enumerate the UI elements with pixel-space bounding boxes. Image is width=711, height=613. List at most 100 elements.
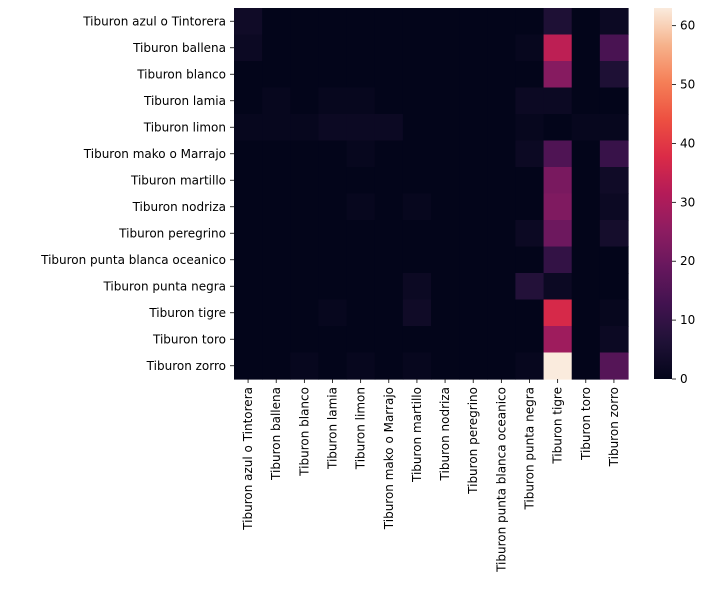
heatmap-cell (234, 114, 263, 142)
heatmap-cell (431, 352, 460, 380)
heatmap-cell (374, 193, 404, 221)
heatmap-cell (543, 246, 573, 274)
heatmap-cell (571, 61, 601, 89)
heatmap-cell (402, 167, 432, 195)
heatmap-cell (599, 352, 629, 380)
heatmap-cell (459, 87, 488, 115)
heatmap-cell (459, 140, 488, 168)
heatmap-cell (374, 246, 404, 274)
heatmap-cell (571, 167, 601, 195)
heatmap-cell (234, 246, 263, 274)
heatmap-cell (234, 193, 263, 221)
heatmap-cell (262, 140, 291, 168)
heatmap-cell (374, 273, 404, 301)
row-label: Tiburon peregrino (118, 226, 226, 240)
colorbar-tick-label: 30 (680, 195, 695, 209)
heatmap-cell (543, 8, 573, 36)
heatmap-cell (262, 34, 291, 62)
heatmap-cell (262, 246, 291, 274)
heatmap-cell (290, 114, 320, 142)
heatmap-cell (487, 193, 517, 221)
heatmap-cell (290, 193, 320, 221)
heatmap-cell (487, 220, 517, 248)
heatmap-cell (290, 246, 320, 274)
heatmap-cell (431, 326, 460, 354)
heatmap-cell (487, 246, 517, 274)
heatmap-cell (571, 352, 601, 380)
heatmap-cell (459, 34, 488, 62)
column-label: Tiburon peregrino (466, 387, 480, 495)
heatmap-cell (402, 114, 432, 142)
heatmap-cell (374, 352, 404, 380)
heatmap-cell (318, 299, 348, 327)
heatmap-cell (234, 61, 263, 89)
heatmap-cell (402, 61, 432, 89)
row-label: Tiburon ballena (132, 41, 226, 55)
heatmap-cell (374, 8, 404, 36)
heatmap-cell (431, 8, 460, 36)
heatmap-cell (346, 299, 376, 327)
heatmap-cell (599, 246, 629, 274)
heatmap-cell (571, 273, 601, 301)
heatmap-cell (346, 114, 376, 142)
heatmap-cell (234, 273, 263, 301)
heatmap-cell (346, 34, 376, 62)
heatmap-cell (346, 87, 376, 115)
heatmap-cell (571, 193, 601, 221)
heatmap-cell (402, 246, 432, 274)
heatmap-cell (402, 140, 432, 168)
heatmap-cell (487, 352, 517, 380)
heatmap-cell (459, 8, 488, 36)
column-label: Tiburon toro (579, 387, 593, 461)
heatmap-cell (571, 220, 601, 248)
row-label: Tiburon azul o Tintorera (82, 14, 226, 28)
heatmap-cell (262, 114, 291, 142)
heatmap-cell (234, 352, 263, 380)
heatmap-cell (346, 246, 376, 274)
heatmap-cell (290, 34, 320, 62)
heatmap-cell (599, 167, 629, 195)
heatmap-cell (487, 114, 517, 142)
heatmap-cell (290, 352, 320, 380)
heatmap-cell (374, 114, 404, 142)
column-label: Tiburon tigre (551, 387, 565, 465)
heatmap-cell (402, 220, 432, 248)
row-label: Tiburon punta blanca oceanico (40, 253, 226, 267)
heatmap-cell (487, 326, 517, 354)
heatmap-cell (431, 246, 460, 274)
heatmap-cell (515, 299, 545, 327)
heatmap-cell (515, 87, 545, 115)
heatmap-cell (431, 167, 460, 195)
heatmap-cell (318, 114, 348, 142)
heatmap-cell (515, 8, 545, 36)
heatmap-cell (571, 140, 601, 168)
heatmap-cell (402, 193, 432, 221)
heatmap-cell (318, 193, 348, 221)
heatmap-cell (599, 87, 629, 115)
colorbar-tick-label: 40 (680, 136, 695, 150)
heatmap-cell (571, 8, 601, 36)
heatmap-cell (515, 352, 545, 380)
heatmap-cell (487, 87, 517, 115)
heatmap-cell (262, 352, 291, 380)
column-label: Tiburon blanco (297, 387, 311, 477)
heatmap-cell (262, 61, 291, 89)
heatmap-cell (346, 352, 376, 380)
heatmap-cell (262, 167, 291, 195)
column-label: Tiburon lamia (326, 387, 340, 470)
colorbar-tick-label: 20 (680, 254, 695, 268)
row-label: Tiburon toro (152, 332, 226, 346)
row-label: Tiburon martillo (130, 173, 226, 187)
column-label: Tiburon nodriza (438, 387, 452, 481)
heatmap-cell (262, 273, 291, 301)
heatmap-cell (402, 87, 432, 115)
heatmap-cell (599, 114, 629, 142)
heatmap-cell (290, 167, 320, 195)
heatmap-cell (459, 299, 488, 327)
heatmap-cell (459, 352, 488, 380)
heatmap-cell (402, 34, 432, 62)
heatmap-cell (374, 140, 404, 168)
heatmap-cell (459, 220, 488, 248)
heatmap-cell (459, 273, 488, 301)
heatmap-cell (431, 140, 460, 168)
